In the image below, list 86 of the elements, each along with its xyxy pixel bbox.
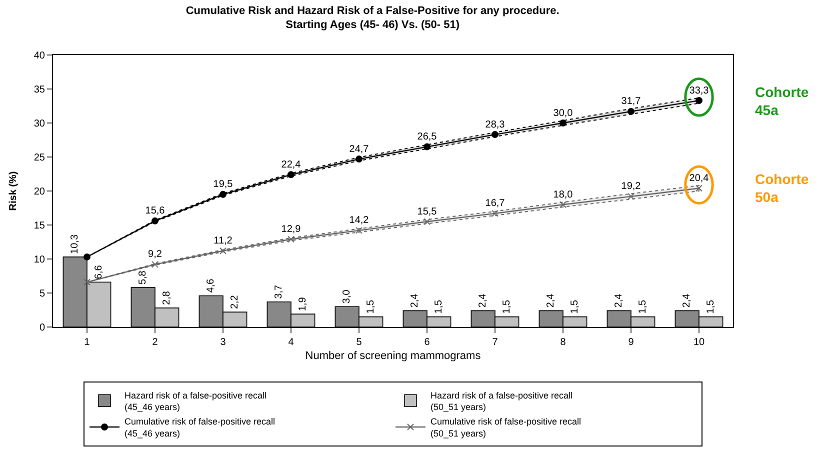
data-label: 6,6	[93, 264, 104, 280]
data-label: 1,5	[365, 299, 376, 314]
data-label: 18,0	[553, 189, 574, 200]
x-tick-label: 2	[152, 337, 158, 348]
data-label: 2,4	[478, 293, 489, 308]
data-label: 31,7	[621, 96, 642, 108]
data-label: 2,2	[229, 294, 240, 310]
point	[424, 143, 430, 150]
data-label: 28,3	[485, 119, 506, 130]
y-tick-label: 30	[34, 118, 46, 130]
data-label: 2,4	[546, 293, 557, 308]
point	[288, 171, 294, 178]
x-tick-label: 3	[220, 337, 226, 348]
point	[628, 192, 634, 200]
point	[220, 190, 226, 198]
x-tick-label: 1	[84, 337, 90, 348]
x-axis-title: Number of screening mammograms	[305, 350, 482, 362]
data-label: 4,6	[206, 278, 217, 293]
data-label: 16,7	[485, 198, 506, 210]
point	[424, 218, 430, 226]
data-label: 1,5	[705, 299, 716, 314]
x-tick-label: 6	[424, 337, 430, 348]
x-tick-label: 10	[693, 337, 705, 348]
data-label: 30,0	[553, 108, 574, 119]
data-label: 12,9	[281, 224, 302, 236]
legend-label: Hazard risk of a false-positive recall (45_46 years)	[124, 390, 267, 412]
point	[84, 253, 90, 260]
y-tick-label: 40	[34, 50, 46, 62]
point	[560, 201, 566, 208]
y-tick-label: 5	[39, 288, 46, 300]
point	[356, 156, 362, 163]
data-label: 1,5	[501, 299, 512, 314]
data-label: 2,4	[410, 293, 421, 308]
data-label: 33,3	[689, 85, 710, 96]
data-label: 24,7	[349, 144, 370, 155]
data-label: 1,5	[637, 299, 648, 314]
data-label: 14,2	[349, 215, 370, 226]
point	[492, 210, 498, 217]
data-label: 1,5	[569, 299, 580, 314]
data-label: 2,4	[614, 293, 625, 308]
data-label: 1,9	[297, 296, 308, 312]
x-tick-label: 7	[492, 337, 498, 348]
legend-label: Hazard risk of a false-positive recall (50_51 years)	[430, 390, 573, 412]
chart-title: Cumulative Risk and Hazard Risk of a False-Positive for any procedure. Starting Ages (45- 46) Vs. (50- 51)	[186, 4, 560, 32]
data-label: 1,5	[433, 299, 444, 314]
point	[696, 184, 702, 192]
point	[356, 226, 362, 234]
y-tick-label: 15	[34, 220, 46, 232]
x-tick-label: 4	[288, 337, 294, 348]
y-tick-label: 0	[39, 322, 46, 334]
point	[696, 97, 702, 104]
data-label: 2,4	[682, 293, 693, 308]
legend-label: Cumulative risk of false-positive recall (45_46 years)	[124, 416, 276, 438]
data-label: 20,4	[689, 173, 710, 184]
y-tick-label: 20	[34, 186, 46, 198]
data-label: 10,3	[70, 234, 81, 254]
point	[492, 131, 498, 138]
legend-label: Cumulative risk of false-positive recall (50_51 years)	[430, 416, 582, 438]
y-axis-title: Risk (%)	[8, 171, 19, 211]
x-tick-label: 9	[628, 337, 634, 348]
data-label: 3,0	[342, 289, 353, 304]
data-label: 11,2	[214, 236, 233, 247]
point	[628, 108, 634, 115]
data-label: 9,2	[148, 249, 162, 260]
text: Cohorte 50a	[755, 171, 809, 206]
y-tick-label: 35	[34, 84, 46, 96]
y-tick-label: 10	[34, 254, 46, 266]
point	[560, 120, 566, 126]
x-tick-label: 5	[356, 337, 362, 348]
point	[220, 247, 226, 254]
data-label: 26,5	[417, 132, 438, 143]
data-label: 19,5	[213, 179, 234, 190]
data-label: 22,4	[281, 159, 302, 170]
point	[152, 217, 158, 224]
data-label: 15,6	[145, 206, 166, 217]
y-tick-label: 25	[34, 152, 46, 164]
data-label: 19,2	[621, 181, 642, 192]
x-tick-label: 8	[560, 337, 566, 348]
data-label: 15,5	[417, 206, 438, 218]
text: Cohorte 45a	[755, 84, 809, 118]
point	[288, 236, 294, 243]
point	[152, 260, 158, 268]
data-label: 5,8	[138, 270, 149, 285]
point	[84, 278, 90, 286]
data-label: 3,7	[274, 284, 285, 299]
data-label: 2,8	[161, 290, 172, 305]
